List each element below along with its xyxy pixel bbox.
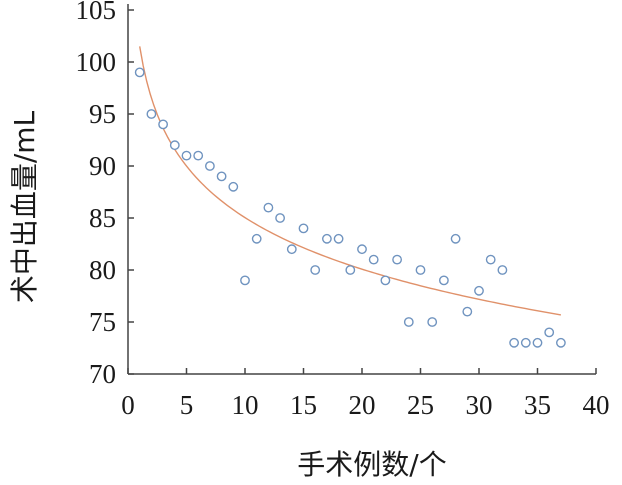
data-point — [169, 140, 180, 151]
data-point — [427, 317, 438, 327]
data-point — [298, 223, 309, 234]
data-point — [357, 244, 367, 255]
y-axis-title: 术中出血量/mL — [8, 110, 41, 303]
data-point — [333, 233, 344, 244]
data-points — [134, 67, 566, 348]
data-point — [158, 119, 169, 130]
y-tick-label: 70 — [89, 359, 116, 389]
y-tick-label: 80 — [89, 255, 116, 285]
data-point — [181, 150, 192, 161]
data-point — [275, 213, 285, 223]
data-point — [474, 285, 484, 296]
y-ticks: 70 75 80 85 90 95 100 105 — [76, 0, 134, 389]
data-point — [509, 337, 519, 348]
data-point — [544, 327, 555, 338]
data-point — [520, 337, 531, 348]
x-axis-title: 手术例数/个 — [297, 448, 446, 481]
data-point — [380, 275, 391, 286]
x-tick-label: 15 — [290, 390, 317, 420]
y-tick-label: 75 — [89, 307, 116, 337]
x-tick-label: 10 — [232, 390, 259, 420]
data-point — [263, 202, 274, 213]
data-point — [321, 233, 332, 244]
x-tick-label: 30 — [466, 390, 493, 420]
x-tick-label: 40 — [583, 390, 610, 420]
data-point — [415, 265, 426, 275]
y-tick-label: 85 — [89, 203, 116, 233]
data-point — [485, 254, 496, 265]
data-point — [310, 265, 321, 275]
x-tick-label: 35 — [524, 390, 551, 420]
data-point — [286, 244, 297, 255]
x-tick-label: 25 — [407, 390, 434, 420]
data-point — [462, 306, 473, 317]
data-point — [193, 150, 204, 161]
data-point — [532, 337, 543, 348]
x-ticks: 0 5 10 15 20 25 30 35 40 — [121, 368, 610, 420]
data-point — [450, 233, 461, 244]
data-point — [403, 317, 414, 327]
data-point — [497, 265, 508, 275]
x-tick-label: 5 — [180, 390, 194, 420]
data-point — [216, 171, 227, 182]
x-tick-label: 20 — [349, 390, 376, 420]
x-tick-label: 0 — [121, 390, 135, 420]
data-point — [146, 109, 157, 119]
data-point — [556, 337, 566, 348]
data-point — [438, 275, 449, 286]
data-point — [392, 254, 402, 265]
data-point — [251, 233, 262, 244]
data-point — [228, 181, 239, 192]
y-tick-label: 105 — [76, 0, 117, 25]
data-point — [368, 254, 379, 265]
axes — [127, 4, 596, 375]
data-point — [204, 161, 215, 171]
data-point — [240, 275, 250, 286]
y-tick-label: 100 — [76, 47, 117, 77]
y-tick-label: 90 — [89, 151, 116, 181]
data-point — [134, 67, 145, 78]
data-point — [345, 265, 356, 275]
y-tick-label: 95 — [89, 99, 116, 129]
